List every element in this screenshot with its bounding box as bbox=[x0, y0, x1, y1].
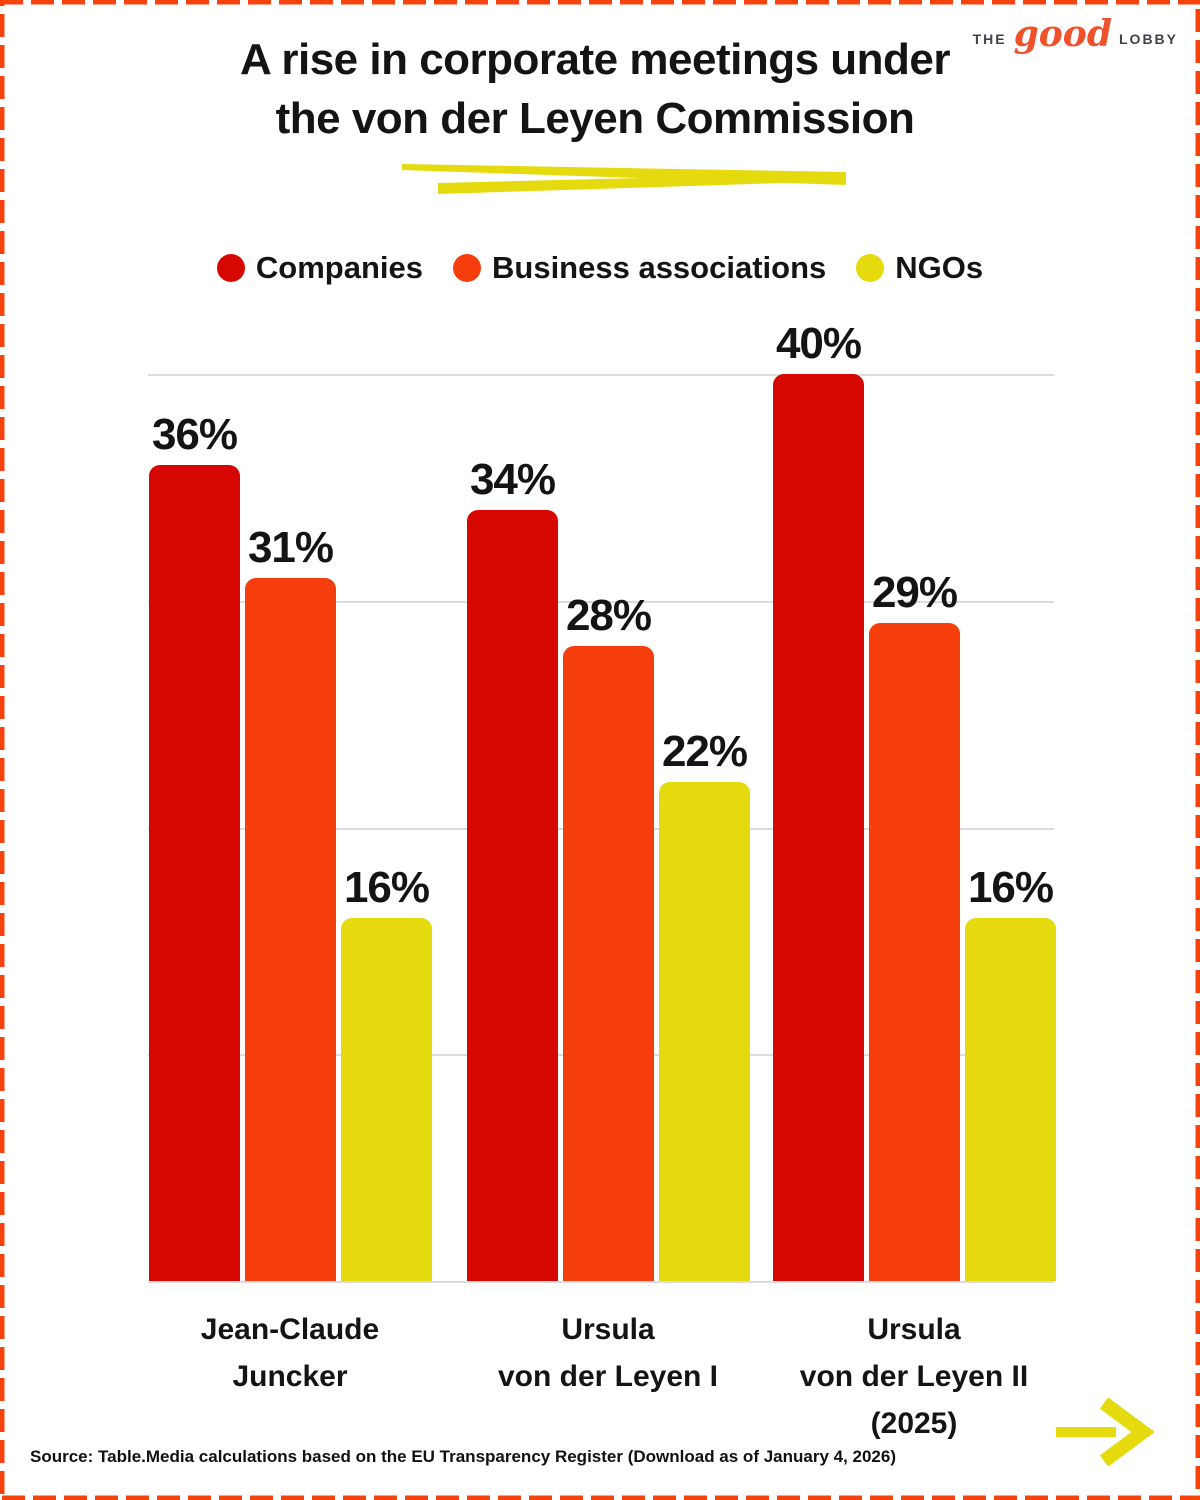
category-label-group3: Ursula von der Leyen II (2025) bbox=[799, 1313, 1029, 1440]
category-label-group2: Ursula von der Leyen I bbox=[497, 1313, 719, 1393]
bar-companies-group1 bbox=[149, 465, 240, 1281]
bar-value-label-companies-group2: 34% bbox=[469, 455, 556, 504]
bar-value-label-ngos-group1: 16% bbox=[343, 863, 430, 912]
bar-business-associations-group1 bbox=[245, 578, 336, 1281]
bar-value-label-business-associations-group1: 31% bbox=[247, 523, 334, 572]
bar-value-label-companies-group3: 40% bbox=[775, 319, 862, 368]
bar-companies-group3 bbox=[773, 374, 864, 1281]
bar-value-label-ngos-group2: 22% bbox=[661, 727, 748, 776]
bar-value-label-business-associations-group3: 29% bbox=[871, 568, 958, 617]
category-label-group1: Jean-Claude Juncker bbox=[200, 1313, 380, 1393]
bar-value-label-ngos-group3: 16% bbox=[967, 863, 1054, 912]
bar-value-label-companies-group1: 36% bbox=[151, 410, 238, 459]
bar-ngos-group1 bbox=[341, 918, 432, 1281]
bar-ngos-group2 bbox=[659, 782, 750, 1281]
source-note: Source: Table.Media calculations based o… bbox=[30, 1447, 897, 1466]
bar-ngos-group3 bbox=[965, 918, 1056, 1281]
bar-value-label-business-associations-group2: 28% bbox=[565, 591, 652, 640]
gridline-0pct bbox=[148, 1281, 1054, 1283]
gridline-40pct bbox=[148, 374, 1054, 376]
bar-business-associations-group3 bbox=[869, 623, 960, 1281]
